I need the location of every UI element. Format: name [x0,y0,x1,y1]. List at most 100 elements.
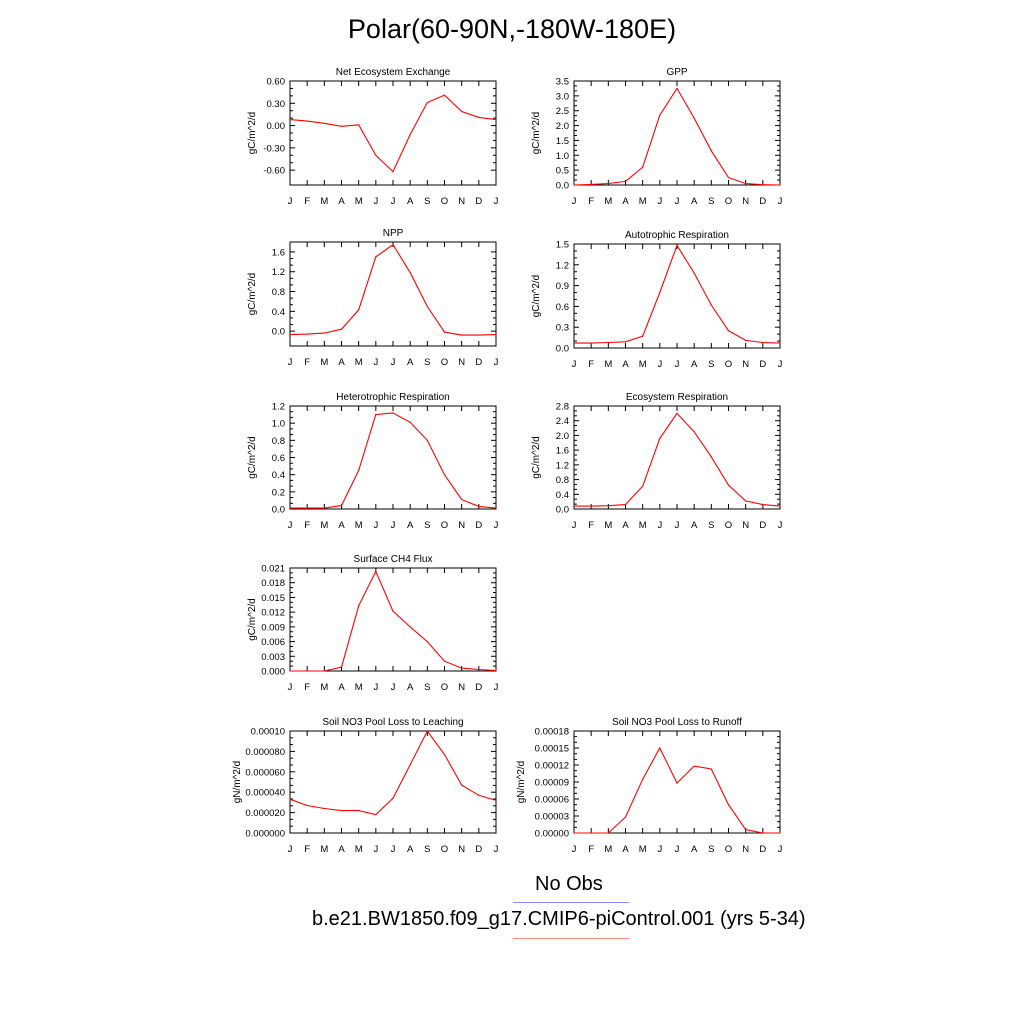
data-point [478,116,480,118]
y-tick-label: 0.00003 [535,812,569,823]
plot-frame [289,730,497,834]
x-tick-label: F [588,520,594,531]
y-tick-label: 0.00012 [535,761,569,772]
y-tick-label: 0.2 [272,487,285,498]
x-tick-label: M [320,682,328,693]
data-point [607,832,609,834]
x-tick-label: J [657,196,662,207]
x-tick-label: M [355,844,363,855]
data-point [693,431,695,433]
y-axis-label: gC/m^2/d [531,275,542,318]
y-tick-label: 0.00006 [535,795,569,806]
data-point [426,305,428,307]
y-tick-label: 0.3 [556,323,569,334]
data-point [375,570,377,573]
y-tick-label: 0.000060 [245,767,285,778]
data-point [426,439,428,441]
data-point [659,291,661,294]
y-axis-label: gC/m^2/d [531,112,542,155]
legend-obs-label: No Obs [535,873,603,895]
y-tick-label: 0.9 [556,281,569,292]
data-point [306,804,308,807]
data-point [443,753,446,756]
data-point [762,832,764,834]
x-tick-label: S [424,357,430,368]
data-point [642,335,644,337]
y-tick-label: 1.6 [556,446,569,457]
panel-title: Surface CH4 Flux [354,554,433,565]
x-tick-label: M [639,196,647,207]
data-point [779,505,781,507]
x-tick-label: D [475,844,482,855]
x-tick-label: S [708,196,714,207]
y-axis-label: gC/m^2/d [531,436,542,479]
panel-8: Soil NO3 Pool Loss to Leaching 0.00010 0.0… [232,717,499,855]
panel-title: Ecosystem Respiration [626,392,728,403]
figure-title: Polar(60-90N,-180W-180E) [347,14,677,44]
x-tick-label: S [424,682,430,693]
y-tick-label: 0.012 [261,608,285,619]
y-tick-label: 2.0 [556,121,569,132]
x-tick-label: N [458,357,465,368]
y-tick-label: -0.60 [263,166,285,177]
x-tick-label: O [725,359,732,370]
data-point [443,331,446,333]
x-tick-label: J [391,196,396,207]
y-tick-label: 1.5 [556,136,569,147]
data-point [710,304,712,306]
x-tick-label: O [441,844,448,855]
y-tick-label: 0.009 [261,622,285,633]
x-tick-label: N [742,844,749,855]
data-point [392,797,394,799]
plot-frame [573,243,781,349]
data-point [461,498,463,501]
x-tick-label: A [622,520,629,531]
data-point [659,747,661,749]
data-point [478,334,480,336]
x-tick-label: O [725,520,732,531]
y-tick-label: 0.8 [272,287,285,298]
data-point [409,764,411,766]
y-tick-label: 0.0 [272,505,285,516]
x-tick-label: M [604,520,612,531]
x-tick-label: A [407,520,414,531]
panel-5: Heterotrophic Respiration 1.2 1.0 0.8 0.6 0.4… [247,392,499,531]
data-point [762,503,764,506]
data-point [443,474,446,476]
y-tick-label: 0.6 [556,302,569,313]
data-point [323,507,325,509]
data-point [323,807,325,810]
x-tick-label: M [639,359,647,370]
data-point [642,166,644,168]
data-point [426,730,428,732]
y-tick-label: 0.000020 [245,808,285,819]
y-tick-label: 0.015 [261,593,285,604]
series-line [289,243,497,336]
panel-title: Heterotrophic Respiration [336,392,449,403]
data-point [443,660,446,662]
data-point [340,328,343,330]
data-point [779,342,781,344]
panel-6: Ecosystem Respiration 2.8 2.4 2.0 1.6 1.2 0.8 0… [531,392,783,531]
data-point [340,666,343,668]
plot-frame [573,80,781,186]
data-point [495,799,497,801]
data-point [358,124,360,126]
data-point [779,184,781,186]
data-point [710,456,712,458]
y-tick-label: 0.0 [272,327,285,338]
data-point [659,437,661,439]
x-tick-label: A [691,520,698,531]
series-line [290,412,497,509]
data-point [727,804,730,806]
x-tick-label: A [407,682,414,693]
y-tick-label: 0.4 [272,307,285,318]
x-tick-label: J [494,844,499,855]
data-point [375,814,377,816]
data-point [779,832,781,834]
data-point [426,101,428,104]
legend-model-line [513,938,629,939]
data-point [693,117,695,119]
x-tick-label: D [475,682,482,693]
